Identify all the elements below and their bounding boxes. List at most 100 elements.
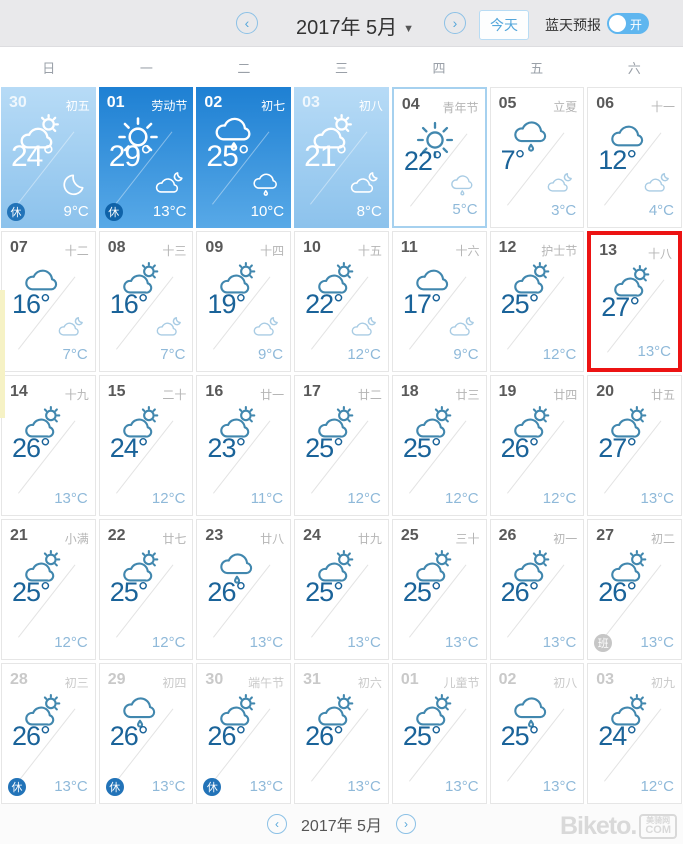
low-temp: 7°C — [62, 346, 88, 363]
day-cell-22[interactable]: 22 廿七 25° 12°C — [98, 519, 194, 660]
cloud-moon-icon — [350, 316, 378, 337]
day-cell-01[interactable]: 01 儿童节 25° 13°C — [391, 663, 487, 804]
rain-icon — [449, 173, 477, 197]
day-cell-31[interactable]: 31 初六 26° 13°C — [294, 663, 389, 804]
date-number: 07 — [10, 239, 28, 256]
cloudy-icon — [22, 262, 64, 294]
partly-cloudy-icon — [413, 694, 455, 728]
day-cell-03[interactable]: 03 初八 21° 8°C — [294, 87, 389, 228]
partly-cloudy-icon — [22, 694, 64, 728]
biketo-watermark: Biketo. 美骑网 COM — [560, 812, 677, 841]
day-cell-10[interactable]: 10 十五 22° 12°C — [294, 231, 389, 372]
day-cell-15[interactable]: 15 二十 24° 12°C — [98, 375, 194, 516]
day-cell-25[interactable]: 25 三十 25° 13°C — [391, 519, 487, 660]
low-temp: 13°C — [445, 778, 479, 795]
low-temp: 10°C — [250, 203, 285, 220]
high-temp: 21° — [304, 140, 347, 173]
cloud-moon-icon — [546, 172, 574, 193]
day-cell-18[interactable]: 18 廿三 25° 12°C — [391, 375, 487, 516]
date-number: 25 — [400, 527, 419, 544]
date-number: 31 — [303, 671, 321, 688]
lunar-label: 初三 — [64, 676, 89, 690]
lunar-label: 三十 — [455, 532, 480, 546]
day-cell-11[interactable]: 11 十六 17° 9°C — [391, 231, 487, 372]
day-cell-28[interactable]: 28 初三 26° 13°C 休 — [1, 663, 96, 804]
day-cell-27[interactable]: 27 初二 26° 13°C 班 — [587, 519, 682, 660]
day-cell-20[interactable]: 20 廿五 27° 13°C — [587, 375, 682, 516]
toggle-on-label: 开 — [629, 18, 642, 32]
partly-cloudy-icon — [310, 114, 356, 151]
month-title: 2017年 5月 — [296, 17, 398, 39]
partly-cloudy-icon — [22, 550, 64, 584]
day-cell-03[interactable]: 03 初九 24° 12°C — [587, 663, 682, 804]
day-cell-05[interactable]: 05 立夏 7° 3°C — [489, 87, 585, 228]
day-cell-06[interactable]: 06 十一 12° 4°C — [587, 87, 682, 228]
low-temp: 13°C — [542, 634, 577, 651]
day-cell-04[interactable]: 04 青年节 22° 5°C — [391, 87, 487, 228]
footer-next-month-button[interactable]: › — [395, 814, 416, 834]
date-number: 09 — [205, 239, 224, 256]
lunar-label: 廿五 — [650, 388, 675, 402]
month-title-dropdown[interactable]: 2017年 5月 ▼ — [296, 11, 414, 40]
low-temp: 13°C — [152, 203, 187, 220]
day-cell-01[interactable]: 01 劳动节 29° 13°C 休 — [98, 87, 194, 228]
low-temp: 4°C — [648, 202, 674, 219]
date-number: 14 — [10, 383, 28, 400]
weekday-label: 二 — [237, 60, 251, 76]
date-number: 19 — [498, 383, 517, 400]
day-cell-21[interactable]: 21 小满 25° 12°C — [1, 519, 96, 660]
partly-cloudy-icon — [217, 694, 259, 728]
day-cell-29[interactable]: 29 初四 26° 13°C 休 — [98, 663, 194, 804]
lunar-label: 廿四 — [553, 388, 578, 402]
day-cell-23[interactable]: 23 廿八 26° 13°C — [196, 519, 292, 660]
low-temp: 13°C — [249, 634, 284, 651]
date-number: 24 — [303, 527, 321, 544]
date-number: 04 — [401, 96, 420, 113]
high-temp: 25° — [206, 140, 249, 173]
holiday-badge: 休 — [7, 203, 25, 221]
rain-icon — [511, 694, 553, 730]
low-temp: 12°C — [542, 346, 577, 363]
day-cell-09[interactable]: 09 十四 19° 9°C — [196, 231, 292, 372]
day-cell-08[interactable]: 08 十三 16° 7°C — [98, 231, 194, 372]
day-cell-30[interactable]: 30 端午节 26° 13°C 休 — [196, 663, 292, 804]
day-cell-02[interactable]: 02 初七 25° 10°C — [196, 87, 292, 228]
partly-cloudy-icon — [217, 262, 259, 296]
day-cell-19[interactable]: 19 廿四 26° 12°C — [489, 375, 585, 516]
low-temp: 13°C — [249, 778, 284, 795]
day-cell-13[interactable]: 13 十八 27° 13°C — [587, 231, 682, 372]
lunar-label: 初八 — [358, 99, 383, 113]
date-number: 08 — [107, 239, 126, 256]
today-button[interactable]: 今天 — [479, 10, 529, 40]
prev-month-button[interactable]: ‹ — [236, 12, 258, 34]
low-temp: 9°C — [453, 346, 479, 363]
low-temp: 8°C — [356, 203, 382, 220]
partly-cloudy-icon — [120, 406, 162, 440]
partly-cloudy-icon — [608, 406, 650, 440]
date-number: 21 — [10, 527, 28, 544]
lunar-label: 初二 — [650, 532, 675, 546]
bluesky-toggle[interactable]: 开 — [607, 13, 649, 34]
partly-cloudy-icon — [120, 550, 162, 584]
cloudy-icon — [608, 118, 650, 150]
date-number: 06 — [596, 95, 615, 112]
day-cell-07[interactable]: 07 十二 16° 7°C — [1, 231, 96, 372]
day-cell-24[interactable]: 24 廿九 25° 13°C — [294, 519, 389, 660]
day-cell-02[interactable]: 02 初八 25° 13°C — [489, 663, 585, 804]
cloud-moon-icon — [448, 316, 476, 337]
moon-icon — [56, 171, 87, 202]
lunar-label: 十六 — [455, 244, 480, 258]
day-cell-16[interactable]: 16 廿一 23° 11°C — [196, 375, 292, 516]
next-month-button[interactable]: › — [444, 12, 466, 34]
day-cell-17[interactable]: 17 廿二 25° 12°C — [294, 375, 389, 516]
low-temp: 9°C — [257, 346, 284, 363]
day-cell-30[interactable]: 30 初五 24° 9°C 休 — [1, 87, 96, 228]
partly-cloudy-icon — [511, 550, 553, 584]
low-temp: 13°C — [347, 634, 381, 651]
partly-cloudy-icon — [315, 694, 357, 728]
footer-prev-month-button[interactable]: ‹ — [267, 814, 288, 834]
partly-cloudy-icon — [608, 694, 650, 728]
day-cell-26[interactable]: 26 初一 26° 13°C — [489, 519, 585, 660]
day-cell-12[interactable]: 12 护士节 25° 12°C — [489, 231, 585, 372]
day-cell-14[interactable]: 14 十九 26° 13°C — [1, 375, 96, 516]
